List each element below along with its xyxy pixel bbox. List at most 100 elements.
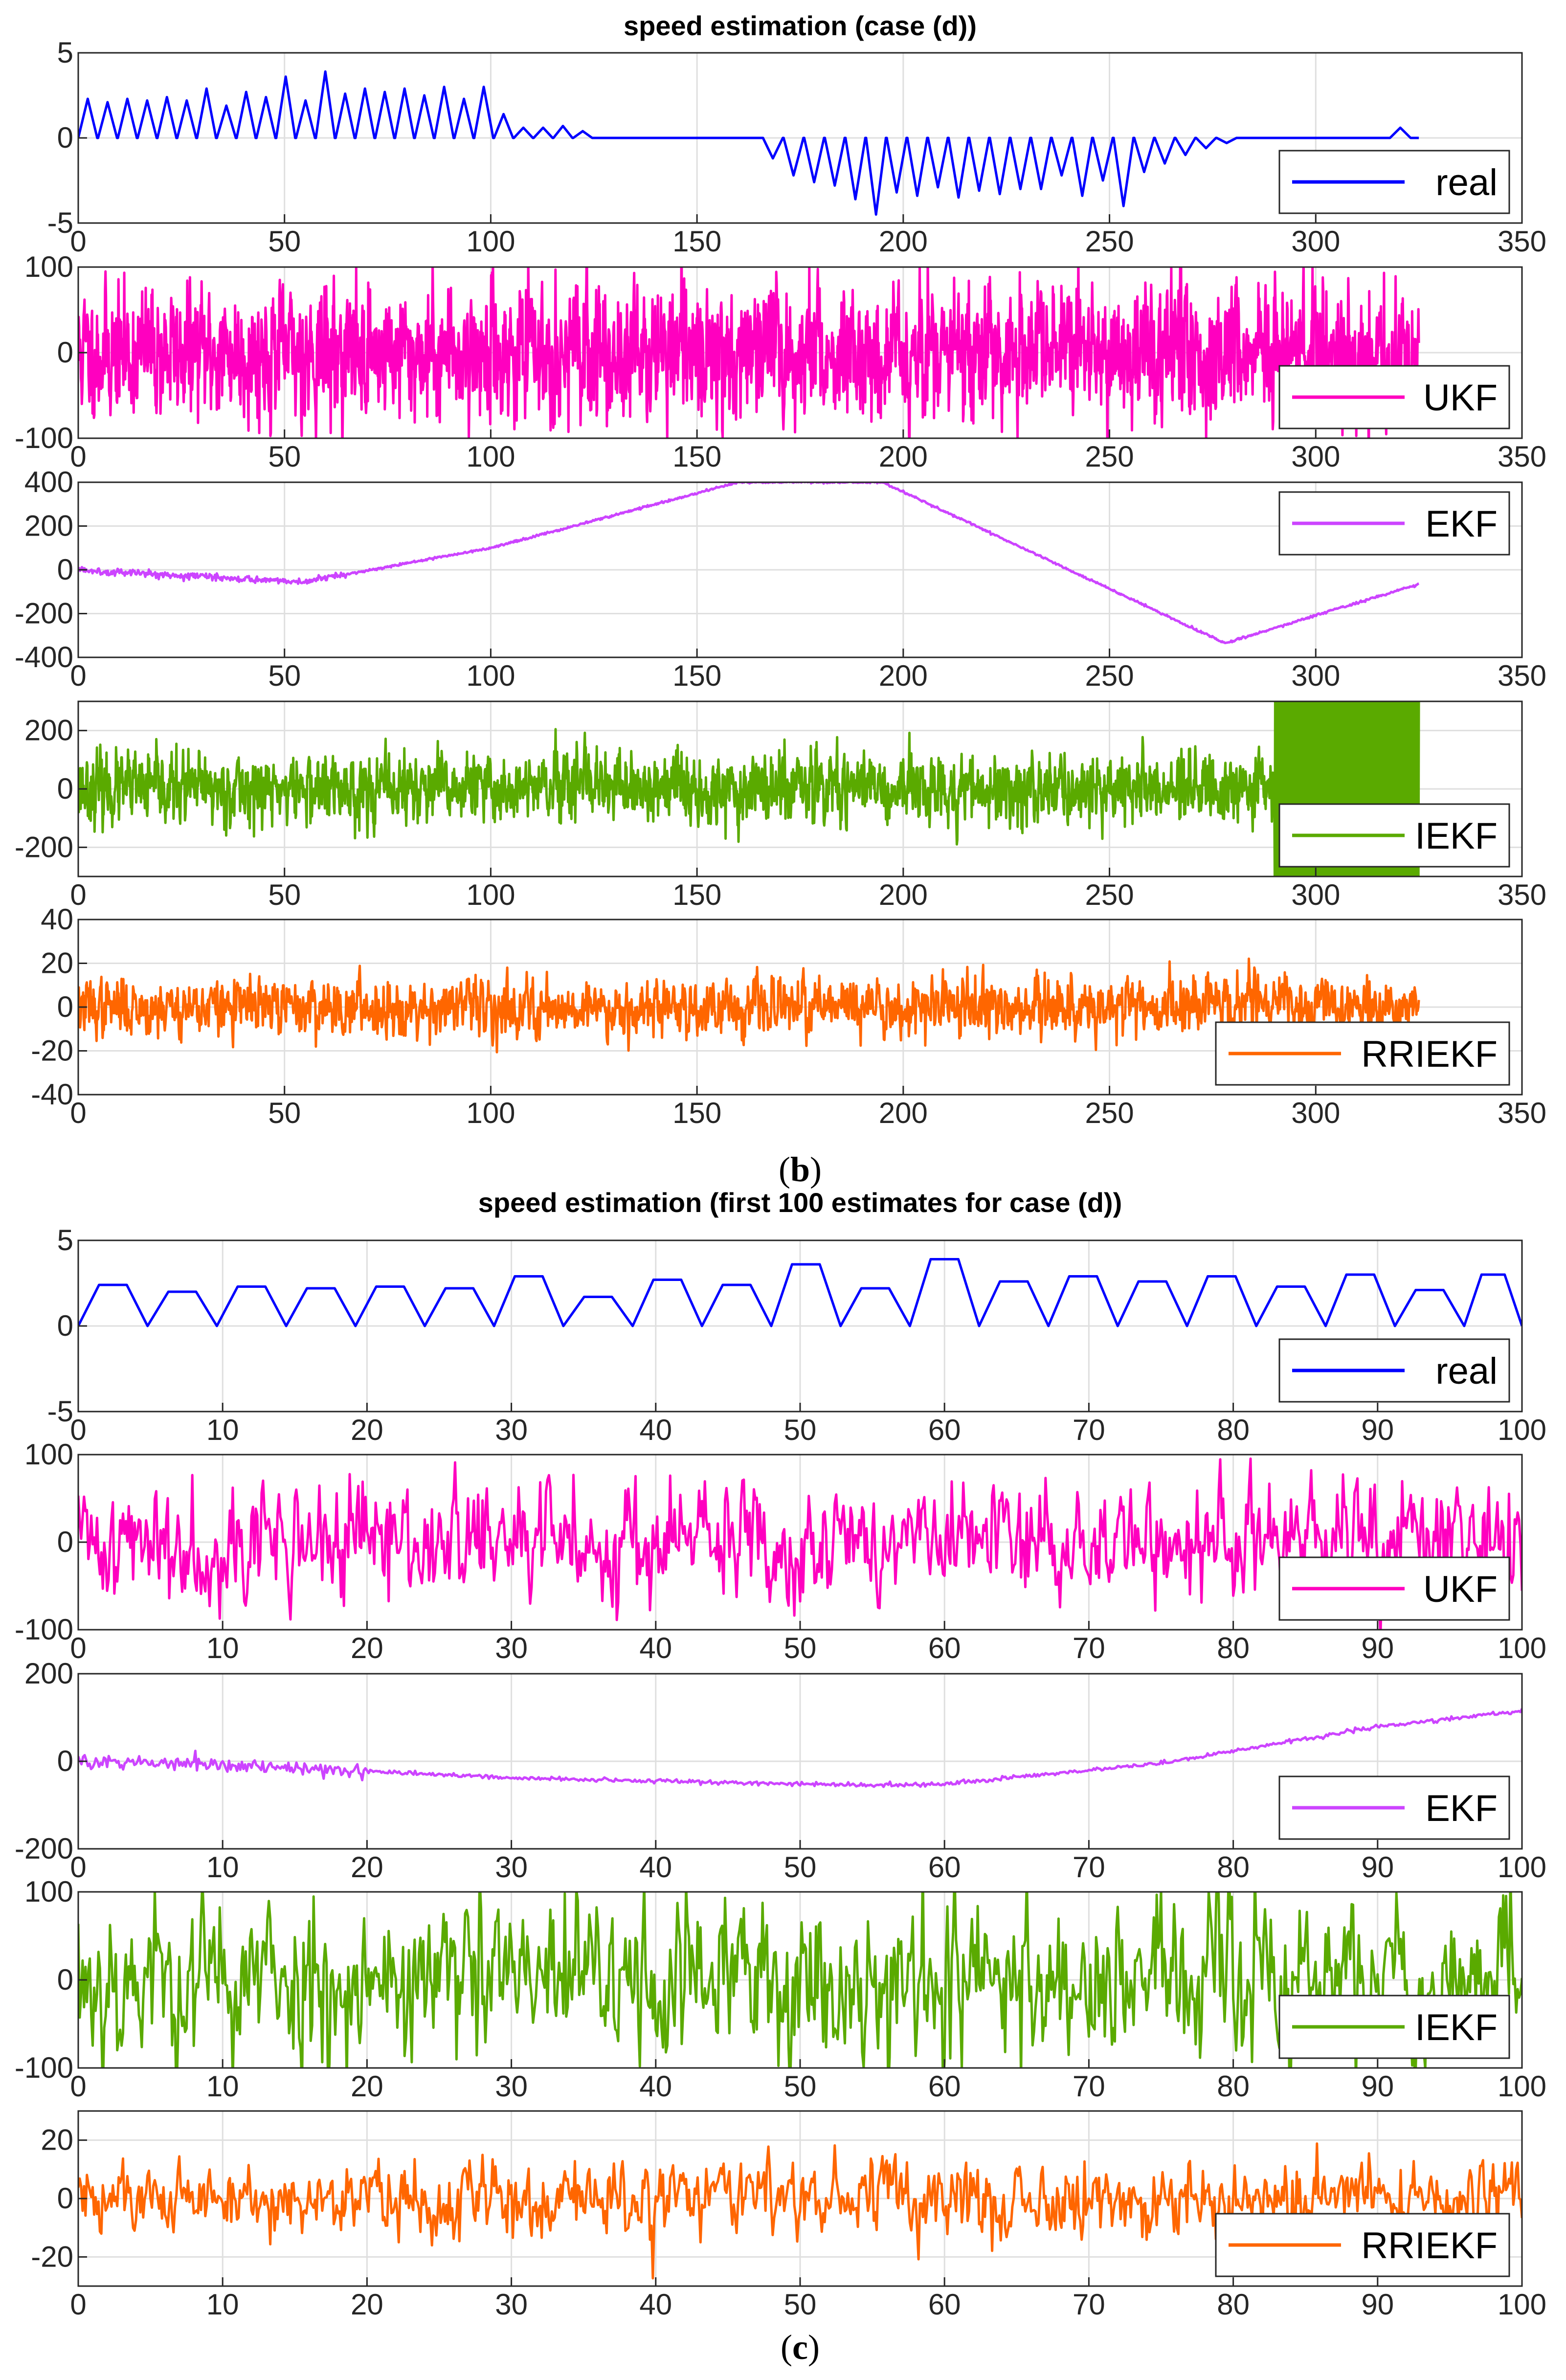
series-line-ukf: [78, 267, 1420, 438]
y-tick-label: 0: [57, 1309, 73, 1342]
y-tick-label: -200: [15, 597, 73, 630]
x-tick-label: 250: [1085, 878, 1134, 911]
x-tick-label: 20: [351, 1414, 383, 1446]
x-tick-label: 350: [1498, 440, 1546, 473]
x-tick-label: 80: [1217, 1632, 1250, 1664]
legend: IEKF: [1278, 1995, 1510, 2059]
x-tick-label: 0: [70, 1414, 86, 1446]
legend: RRIEKF: [1215, 1021, 1510, 1086]
legend-box: [1215, 2213, 1510, 2277]
legend: UKF: [1278, 365, 1510, 429]
x-tick-label: 250: [1085, 440, 1134, 473]
legend-label: UKF: [1423, 377, 1498, 419]
x-tick-label: 200: [879, 225, 928, 258]
y-tick-label: 40: [41, 903, 73, 936]
legend: IEKF: [1278, 803, 1510, 868]
x-tick-label: 250: [1085, 1097, 1134, 1129]
y-tick-label: -100: [15, 422, 73, 454]
figure-c: speed estimation (first 100 estimates fo…: [15, 1187, 1546, 2367]
x-tick-label: 40: [639, 2070, 672, 2103]
x-tick-label: 20: [351, 1851, 383, 1884]
x-tick-label: 200: [879, 1097, 928, 1129]
y-tick-label: 0: [57, 1526, 73, 1558]
x-tick-label: 80: [1217, 1851, 1250, 1884]
x-tick-label: 90: [1361, 1851, 1394, 1884]
x-tick-label: 40: [639, 1851, 672, 1884]
y-tick-label: -5: [47, 1395, 73, 1428]
x-tick-label: 0: [70, 225, 86, 258]
x-tick-label: 100: [466, 225, 515, 258]
x-tick-label: 30: [495, 2288, 528, 2321]
series-line-real: [78, 70, 1419, 216]
x-tick-label: 0: [70, 440, 86, 473]
x-tick-label: 0: [70, 1097, 86, 1129]
legend: RRIEKF: [1215, 2213, 1510, 2277]
x-tick-label: 90: [1361, 1632, 1394, 1664]
x-tick-label: 350: [1498, 659, 1546, 692]
x-tick-label: 100: [1498, 1414, 1546, 1446]
x-tick-label: 90: [1361, 2288, 1394, 2321]
y-tick-label: -5: [47, 206, 73, 239]
panel-iekf: 0 50 100 150 200 250 300 350 -200 0 200 IEKF: [15, 700, 1546, 911]
x-tick-label: 150: [672, 225, 721, 258]
y-tick-label: 5: [57, 1224, 73, 1257]
x-tick-label: 10: [206, 2288, 239, 2321]
x-tick-label: 30: [495, 1851, 528, 1884]
y-tick-label: -20: [31, 2240, 73, 2273]
x-tick-label: 300: [1291, 878, 1340, 911]
x-tick-label: 250: [1085, 659, 1134, 692]
legend: EKF: [1278, 1775, 1510, 1840]
x-tick-label: 30: [495, 1414, 528, 1446]
x-tick-label: 0: [70, 1632, 86, 1664]
x-tick-label: 200: [879, 659, 928, 692]
x-tick-label: 10: [206, 1414, 239, 1446]
x-tick-label: 50: [784, 1414, 817, 1446]
x-tick-label: 300: [1291, 659, 1340, 692]
y-tick-label: 400: [24, 466, 73, 498]
legend: real: [1278, 150, 1510, 214]
y-tick-label: 0: [57, 1963, 73, 1996]
x-tick-label: 100: [466, 878, 515, 911]
series-line-ekf: [78, 482, 1420, 645]
x-tick-label: 60: [928, 1414, 961, 1446]
legend-label: real: [1435, 162, 1498, 203]
x-tick-label: 50: [784, 1851, 817, 1884]
x-tick-label: 100: [1498, 2288, 1546, 2321]
legend-label: RRIEKF: [1361, 1033, 1498, 1075]
x-tick-label: 0: [70, 659, 86, 692]
x-tick-label: 10: [206, 1851, 239, 1884]
panel-rriekf: 0 10 20 30 40 50 60 70 80 90 100 -20 0 20 RRIEKF: [31, 2110, 1546, 2321]
x-tick-label: 50: [268, 659, 301, 692]
y-tick-label: 0: [57, 990, 73, 1023]
y-tick-label: -400: [15, 641, 73, 674]
x-tick-label: 20: [351, 2288, 383, 2321]
x-tick-label: 350: [1498, 878, 1546, 911]
series-line-real: [78, 1258, 1522, 1327]
y-tick-label: 5: [57, 36, 73, 69]
x-tick-label: 250: [1085, 225, 1134, 258]
x-tick-label: 80: [1217, 1414, 1250, 1446]
x-tick-label: 50: [268, 1097, 301, 1129]
x-tick-label: 50: [268, 225, 301, 258]
x-tick-label: 90: [1361, 2070, 1394, 2103]
x-tick-label: 30: [495, 1632, 528, 1664]
panel-rriekf: 0 50 100 150 200 250 300 350 -40 -20 0 20 40 RRIEKF: [31, 903, 1546, 1129]
x-tick-label: 100: [466, 1097, 515, 1129]
legend-label: RRIEKF: [1361, 2225, 1498, 2267]
legend-label: IEKF: [1415, 2007, 1498, 2048]
x-tick-label: 20: [351, 1632, 383, 1664]
x-tick-label: 90: [1361, 1414, 1394, 1446]
x-tick-label: 20: [351, 2070, 383, 2103]
x-tick-label: 150: [672, 1097, 721, 1129]
x-tick-label: 70: [1073, 1632, 1105, 1664]
x-tick-label: 0: [70, 878, 86, 911]
x-tick-label: 80: [1217, 2070, 1250, 2103]
y-tick-label: -200: [15, 1832, 73, 1865]
x-tick-label: 150: [672, 659, 721, 692]
x-tick-label: 350: [1498, 1097, 1546, 1129]
y-tick-label: -200: [15, 831, 73, 863]
x-tick-label: 100: [466, 440, 515, 473]
legend: real: [1278, 1338, 1510, 1403]
